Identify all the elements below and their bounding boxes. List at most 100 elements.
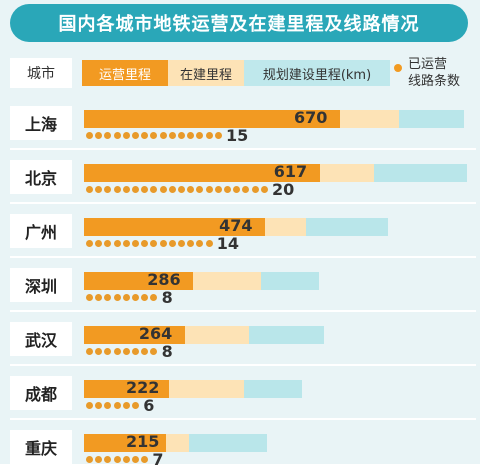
line-dot	[168, 132, 176, 139]
line-dot	[132, 456, 139, 463]
line-dot	[113, 294, 121, 301]
operating-value-wuhan: 264	[138, 324, 173, 343]
line-dot	[178, 240, 185, 247]
lines-count-chongqing: 7	[152, 450, 164, 469]
line-dot	[141, 348, 149, 355]
bar-planned-chengdu	[243, 380, 303, 398]
line-dot	[104, 456, 112, 463]
bar-operating-beijing	[84, 164, 320, 182]
line-dot	[260, 186, 268, 193]
line-dot	[86, 456, 93, 463]
bar-operating-chongqing	[84, 434, 167, 452]
line-dot	[95, 294, 103, 301]
line-dot	[113, 240, 121, 247]
row-divider	[10, 148, 476, 150]
city-label-beijing: 北京	[10, 160, 72, 194]
lines-count-shenzhen: 8	[161, 288, 173, 307]
operating-value-guangzhou: 474	[219, 216, 253, 235]
line-dot	[233, 186, 241, 193]
line-dot	[132, 186, 139, 193]
line-dot	[104, 240, 112, 247]
bar-planned-shanghai	[399, 110, 465, 128]
line-dot	[132, 348, 139, 355]
line-dot	[122, 186, 130, 193]
line-dot	[86, 186, 93, 193]
bar-construction-beijing	[319, 164, 375, 182]
bar-planned-beijing	[374, 164, 467, 182]
line-dot	[205, 240, 213, 247]
city-label-shenzhen: 深圳	[10, 268, 72, 302]
line-dot	[113, 456, 121, 463]
row-divider	[10, 256, 476, 258]
bar-construction-guangzhou	[265, 218, 307, 236]
line-dot	[141, 186, 149, 193]
line-dot	[141, 294, 149, 301]
city-label-chengdu: 成都	[10, 376, 72, 410]
line-dot	[86, 348, 93, 355]
line-dot	[86, 132, 93, 139]
row-divider	[10, 364, 476, 366]
legend-city-header: 城市	[10, 58, 72, 88]
line-dot	[224, 186, 231, 193]
lines-count-chengdu: 6	[143, 396, 155, 415]
bar-operating-shenzhen	[84, 272, 194, 290]
bar-operating-wuhan	[84, 326, 185, 344]
line-dot	[214, 132, 222, 139]
line-dot	[122, 348, 130, 355]
line-dot	[132, 402, 139, 409]
legend-operating: 运营里程	[82, 60, 168, 86]
line-dot	[196, 240, 204, 247]
bar-construction-shenzhen	[193, 272, 262, 290]
bar-construction-chongqing	[166, 434, 190, 452]
line-dot	[168, 186, 176, 193]
line-dot	[187, 132, 195, 139]
line-dot	[122, 294, 130, 301]
operating-value-shanghai: 670	[293, 108, 328, 127]
line-dot	[214, 186, 222, 193]
line-dot	[141, 456, 149, 463]
line-dot	[205, 186, 213, 193]
line-dot	[150, 294, 158, 301]
legend: 城市 运营里程 在建里程 规划建设里程(km) 已运营 线路条数	[10, 57, 476, 89]
line-dot	[104, 348, 112, 355]
line-dot	[132, 294, 139, 301]
bar-construction-shanghai	[339, 110, 400, 128]
bar-planned-shenzhen	[261, 272, 319, 290]
row-divider	[10, 310, 476, 312]
line-dot	[132, 132, 139, 139]
line-dot	[113, 132, 121, 139]
line-dot	[141, 240, 149, 247]
legend-lines-label-2: 线路条数	[408, 74, 461, 89]
line-dot	[95, 186, 103, 193]
legend-construction: 在建里程	[168, 60, 244, 86]
line-dot	[132, 240, 139, 247]
line-dot	[242, 186, 250, 193]
operating-value-chengdu: 222	[126, 378, 160, 397]
city-label-shanghai: 上海	[10, 106, 72, 140]
line-dot	[150, 240, 158, 247]
bar-planned-guangzhou	[306, 218, 389, 236]
line-dot	[86, 240, 93, 247]
line-dot	[95, 132, 103, 139]
line-dot	[95, 240, 103, 247]
line-dot	[122, 240, 130, 247]
line-dot	[95, 456, 103, 463]
line-dot	[150, 132, 158, 139]
lines-count-guangzhou: 14	[216, 234, 240, 253]
line-dot	[196, 132, 204, 139]
line-dot	[122, 132, 130, 139]
operating-value-chongqing: 215	[126, 432, 160, 451]
line-dot	[95, 402, 103, 409]
bar-construction-chengdu	[168, 380, 244, 398]
line-dot	[113, 348, 121, 355]
row-divider	[10, 418, 476, 420]
line-dot	[159, 132, 167, 139]
bar-operating-guangzhou	[84, 218, 266, 236]
line-dot	[95, 348, 103, 355]
line-dot	[122, 402, 130, 409]
line-dot	[150, 348, 158, 355]
city-label-guangzhou: 广州	[10, 214, 72, 248]
line-dot	[113, 402, 121, 409]
legend-lines: 已运营 线路条数	[394, 54, 478, 94]
